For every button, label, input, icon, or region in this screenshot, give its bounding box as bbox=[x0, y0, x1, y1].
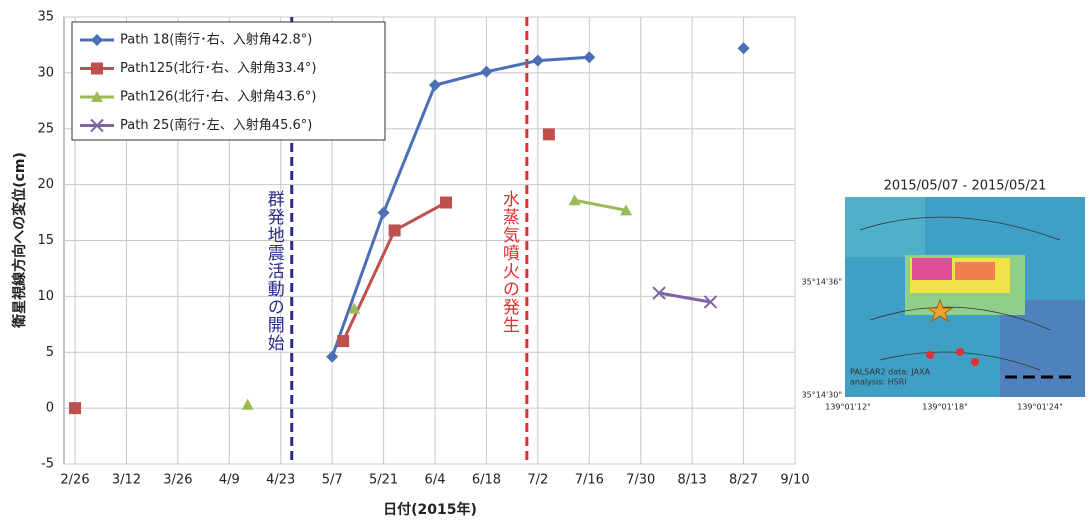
x-tick-label: 3/26 bbox=[163, 473, 192, 488]
marker bbox=[480, 65, 493, 78]
inset-lon-label: 139°01'24" bbox=[1017, 403, 1063, 412]
map-star bbox=[926, 298, 954, 323]
inset-lon-label: 139°01'18" bbox=[922, 403, 968, 412]
x-tick-label: 8/13 bbox=[678, 473, 707, 488]
legend-label: Path 18(南行･右、入射角42.8°) bbox=[120, 32, 312, 48]
inset-title: 2015/05/07 - 2015/05/21 bbox=[884, 179, 1047, 194]
series-line bbox=[658, 291, 711, 304]
inset-lat-label: 35°14'36" bbox=[802, 278, 842, 287]
map-point bbox=[956, 348, 964, 356]
marker bbox=[91, 62, 103, 75]
map-region bbox=[845, 197, 925, 257]
x-axis-label: 日付(2015年) bbox=[383, 501, 477, 518]
marker bbox=[69, 402, 82, 415]
event-label: 群発地震活動の開始 bbox=[264, 190, 285, 352]
marker bbox=[377, 206, 390, 219]
marker bbox=[620, 204, 633, 216]
marker bbox=[241, 398, 254, 410]
y-tick-label: 5 bbox=[46, 345, 54, 360]
x-tick-label: 8/27 bbox=[729, 473, 758, 488]
marker bbox=[429, 79, 442, 92]
x-tick-label: 6/4 bbox=[425, 473, 446, 488]
marker bbox=[326, 350, 339, 363]
x-tick-label: 7/30 bbox=[626, 473, 655, 488]
y-tick-label: 15 bbox=[37, 233, 54, 248]
legend-label: Path126(北行･右、入射角43.6°) bbox=[120, 89, 316, 105]
map-region bbox=[955, 262, 995, 280]
inset-map: 2015/05/07 - 2015/05/21 PALSAR2 data: JA… bbox=[802, 179, 1085, 412]
legend-box bbox=[71, 21, 386, 141]
marker bbox=[91, 91, 103, 102]
inset-credit: analysis: HSRI bbox=[850, 378, 907, 387]
series-line bbox=[574, 198, 627, 212]
y-tick-label: 20 bbox=[37, 177, 54, 192]
x-tick-label: 7/16 bbox=[575, 473, 604, 488]
marker bbox=[737, 42, 750, 55]
x-tick-label: 9/10 bbox=[780, 473, 809, 488]
x-tick-label: 5/21 bbox=[369, 473, 398, 488]
y-axis-label: 衛星視線方向への変位(cm) bbox=[11, 152, 28, 329]
y-tick-label: 25 bbox=[37, 121, 54, 136]
inset-lat-label: 35°14'30" bbox=[802, 391, 842, 400]
y-tick-label: -5 bbox=[41, 457, 54, 472]
x-tick-label: 4/9 bbox=[219, 473, 240, 488]
marker bbox=[531, 54, 544, 67]
x-tick-label: 5/7 bbox=[322, 473, 343, 488]
marker bbox=[583, 51, 596, 64]
map-point bbox=[926, 351, 934, 359]
x-tick-label: 3/12 bbox=[112, 473, 141, 488]
x-tick-label: 6/18 bbox=[472, 473, 501, 488]
legend: Path 18(南行･右、入射角42.8°) Path125(北行･右、入射角33… bbox=[71, 21, 386, 141]
marker bbox=[542, 128, 555, 141]
x-tick-label: 4/23 bbox=[266, 473, 295, 488]
legend-label: Path125(北行･右、入射角33.4°) bbox=[120, 60, 316, 76]
marker bbox=[703, 295, 718, 309]
marker bbox=[388, 224, 401, 237]
y-tick-label: 35 bbox=[37, 10, 54, 25]
marker bbox=[440, 196, 453, 209]
marker bbox=[337, 335, 350, 348]
y-tick-label: 0 bbox=[46, 401, 54, 416]
y-tick-label: 30 bbox=[37, 65, 54, 80]
marker bbox=[90, 118, 104, 133]
map-point bbox=[971, 358, 979, 366]
inset-credit: PALSAR2 data: JAXA bbox=[850, 368, 931, 377]
marker bbox=[91, 34, 103, 46]
marker bbox=[652, 286, 666, 300]
inset-lon-label: 139°01'12" bbox=[825, 403, 871, 412]
event-label: 水蒸気噴火の発生 bbox=[499, 190, 520, 334]
marker bbox=[568, 194, 581, 206]
map-region bbox=[1000, 300, 1085, 397]
x-tick-label: 2/26 bbox=[60, 473, 89, 488]
y-tick-label: 10 bbox=[37, 289, 54, 304]
map-region bbox=[912, 258, 952, 280]
marker bbox=[348, 302, 361, 314]
x-tick-label: 7/2 bbox=[527, 473, 548, 488]
legend-label: Path 25(南行･左、入射角45.6°) bbox=[120, 117, 312, 133]
